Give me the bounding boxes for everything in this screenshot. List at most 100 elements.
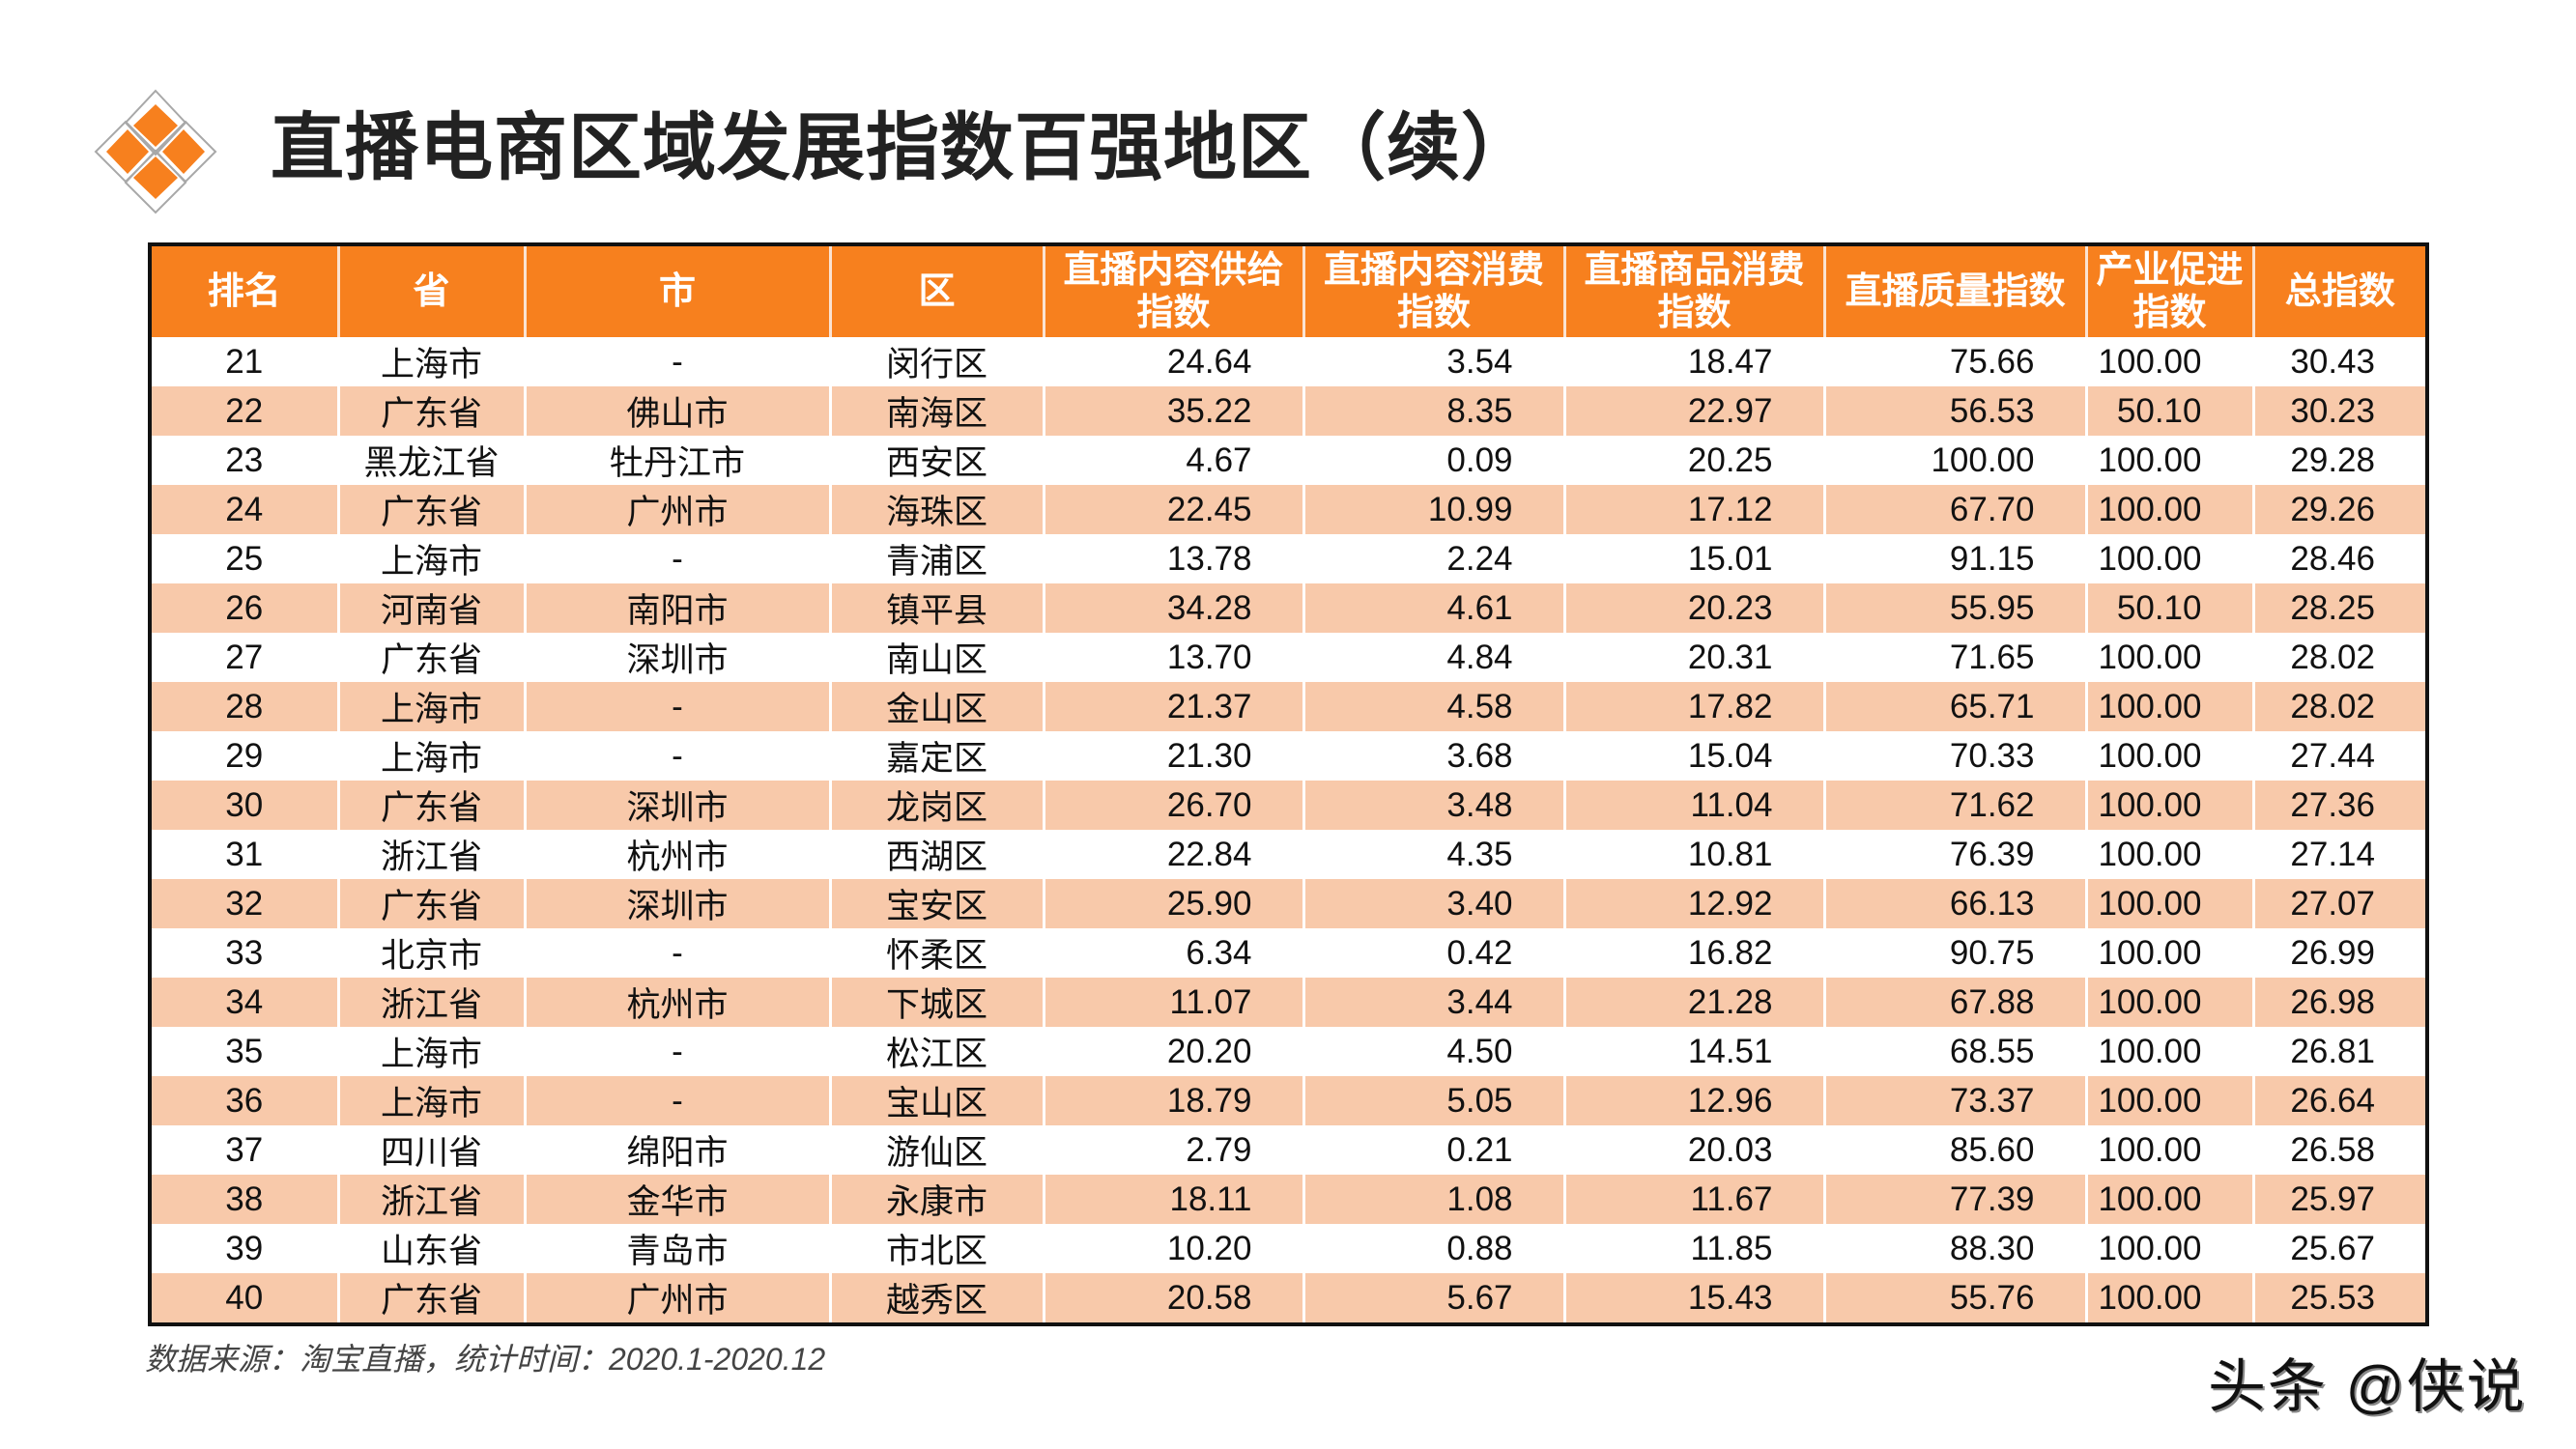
column-header: 市 [523,246,830,337]
table-cell: 37 [152,1125,338,1175]
table-cell: 佛山市 [523,386,830,436]
table-cell: 28.25 [2251,583,2425,633]
table-cell: 金华市 [523,1175,830,1224]
column-header-line: 指数 [2132,293,2207,333]
table-cell: 浙江省 [336,1175,525,1224]
table-cell: 29.28 [2251,436,2425,485]
table-cell: 广东省 [336,1273,525,1322]
table-cell: 26.70 [1042,781,1303,830]
table-cell: 上海市 [336,731,525,781]
table-cell: 34.28 [1042,583,1303,633]
table-cell: 浙江省 [336,978,525,1027]
table-cell: 75.66 [1822,337,2086,386]
table-row: 29 上海市 - 嘉定区 21.30 3.68 15.04 70.33 100.00 27.44 [152,731,2425,781]
table-row: 31 浙江省 杭州市 西湖区 22.84 4.35 10.81 76.39 100.00 27.1… [152,830,2425,879]
table-cell: 100.00 [2084,781,2253,830]
table-cell: - [523,682,830,731]
table-cell: 南阳市 [523,583,830,633]
table-cell: 1.08 [1302,1175,1564,1224]
table-cell: 21.28 [1562,978,1824,1027]
table-cell: 32 [152,879,338,928]
column-header-line: 指数 [1136,293,1211,333]
table-cell: 90.75 [1822,928,2086,978]
table-cell: 青浦区 [828,534,1044,583]
table-cell: 100.00 [2084,1224,2253,1273]
table-cell: 18.47 [1562,337,1824,386]
table-cell: 3.68 [1302,731,1564,781]
table-cell: 70.33 [1822,731,2086,781]
column-header: 直播商品消费 指数 [1562,246,1824,337]
table-cell: 73.37 [1822,1076,2086,1125]
table-cell: 35.22 [1042,386,1303,436]
table-cell: 杭州市 [523,830,830,879]
table-cell: 30 [152,781,338,830]
table-cell: 永康市 [828,1175,1044,1224]
table-cell: 100.00 [2084,534,2253,583]
table-cell: 2.79 [1042,1125,1303,1175]
table-cell: 100.00 [2084,337,2253,386]
table-cell: 27.44 [2251,731,2425,781]
table-row: 24 广东省 广州市 海珠区 22.45 10.99 17.12 67.70 100.00 29.… [152,485,2425,534]
table-cell: 深圳市 [523,633,830,682]
table-cell: 100.00 [2084,633,2253,682]
table-cell: 10.20 [1042,1224,1303,1273]
table-row: 35 上海市 - 松江区 20.20 4.50 14.51 68.55 100.00 26.81 [152,1027,2425,1076]
table-cell: 上海市 [336,682,525,731]
table-cell: 28.02 [2251,633,2425,682]
column-header-line: 指数 [1396,293,1471,333]
table-row: 33 北京市 - 怀柔区 6.34 0.42 16.82 90.75 100.00 26.99 [152,928,2425,978]
table-cell: 25.67 [2251,1224,2425,1273]
table-cell: 镇平县 [828,583,1044,633]
table-row: 37 四川省 绵阳市 游仙区 2.79 0.21 20.03 85.60 100.00 26.58 [152,1125,2425,1175]
table-cell: 18.11 [1042,1175,1303,1224]
table-cell: 33 [152,928,338,978]
table-cell: 青岛市 [523,1224,830,1273]
table-cell: 13.78 [1042,534,1303,583]
column-header-line: 指数 [1657,293,1732,333]
table-cell: 30.23 [2251,386,2425,436]
table-cell: 南海区 [828,386,1044,436]
table-cell: 15.01 [1562,534,1824,583]
table-cell: 深圳市 [523,879,830,928]
table-cell: 广东省 [336,879,525,928]
table-row: 32 广东省 深圳市 宝安区 25.90 3.40 12.92 66.13 100.00 27.0… [152,879,2425,928]
table-header-row: 排名省市区直播内容供给 指数 直播内容消费 指数 直播商品消费 指数 直播质量指数 产业促进指… [152,246,2425,337]
table-cell: 29 [152,731,338,781]
table-cell: 上海市 [336,1076,525,1125]
page-title: 直播电商区域发展指数百强地区（续） [271,107,1535,189]
column-header: 区 [828,246,1044,337]
table-cell: 25.90 [1042,879,1303,928]
table-cell: 3.40 [1302,879,1564,928]
table-row: 38 浙江省 金华市 永康市 18.11 1.08 11.67 77.39 100.00 25.9… [152,1175,2425,1224]
table-cell: 21.30 [1042,731,1303,781]
data-source-note: 数据来源：淘宝直播，统计时间：2020.1-2020.12 [145,1342,826,1377]
column-header: 产业促进 指数 [2084,246,2253,337]
table-cell: 上海市 [336,337,525,386]
table-cell: 26 [152,583,338,633]
table-row: 39 山东省 青岛市 市北区 10.20 0.88 11.85 88.30 100.00 25.6… [152,1224,2425,1273]
table-cell: 17.12 [1562,485,1824,534]
column-header: 直播内容供给 指数 [1042,246,1303,337]
table-row: 34 浙江省 杭州市 下城区 11.07 3.44 21.28 67.88 100.00 26.9… [152,978,2425,1027]
table-cell: 市北区 [828,1224,1044,1273]
table-row: 22 广东省 佛山市 南海区 35.22 8.35 22.97 56.53 50.10 30.23 [152,386,2425,436]
table-cell: 金山区 [828,682,1044,731]
table-cell: 14.51 [1562,1027,1824,1076]
column-header-line: 省 [413,271,450,312]
table-cell: - [523,337,830,386]
table-cell: 广东省 [336,386,525,436]
table-cell: 77.39 [1822,1175,2086,1224]
table-cell: 0.21 [1302,1125,1564,1175]
table-cell: 56.53 [1822,386,2086,436]
table-cell: 27.36 [2251,781,2425,830]
table-cell: 4.67 [1042,436,1303,485]
table-cell: 15.43 [1562,1273,1824,1322]
table-cell: - [523,1076,830,1125]
table-cell: 西湖区 [828,830,1044,879]
table-cell: 20.20 [1042,1027,1303,1076]
table-cell: 16.82 [1562,928,1824,978]
table-cell: 10.99 [1302,485,1564,534]
table-cell: 100.00 [2084,1076,2253,1125]
table-cell: 26.81 [2251,1027,2425,1076]
table-cell: 76.39 [1822,830,2086,879]
